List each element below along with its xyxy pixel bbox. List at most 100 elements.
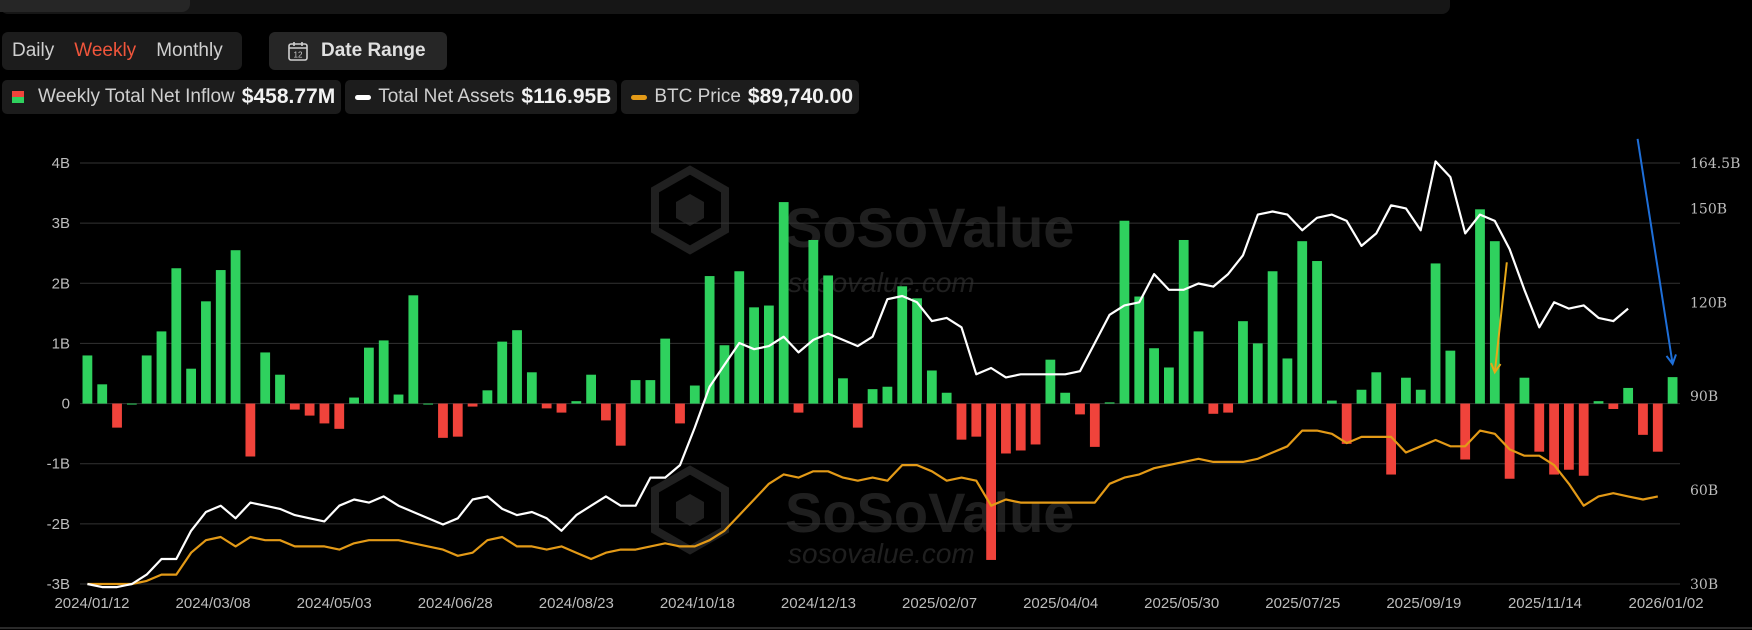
inflow-bar (601, 403, 611, 421)
btc-price-line (87, 429, 1659, 586)
legend-item-net-assets[interactable]: Total Net Assets $116.95B (345, 80, 618, 114)
inflow-bar (541, 403, 552, 409)
inflow-bar (1593, 401, 1604, 404)
orange-arrow-annotation (1490, 262, 1508, 375)
y-left-tick-label: 0 (62, 396, 70, 413)
period-selector: Daily Weekly Monthly (2, 32, 242, 70)
inflow-bar (1178, 239, 1189, 404)
inflow-bar (260, 352, 271, 404)
x-tick-label: 2025/07/25 (1265, 595, 1340, 612)
legend-label: Weekly Total Net Inflow (38, 86, 235, 107)
inflow-bar (630, 380, 641, 404)
legend-value: $458.77M (241, 85, 336, 108)
sosovalue-logo-icon (651, 465, 729, 555)
inflow-bar (1652, 403, 1663, 452)
inflow-bar (482, 390, 493, 404)
inflow-bar (408, 295, 419, 404)
inflow-bar (1460, 403, 1471, 460)
y-right-tick-label: 120B (1690, 295, 1727, 311)
inflow-bar (245, 403, 256, 457)
inflow-bar (1045, 359, 1056, 404)
line-swatch-icon (631, 94, 648, 100)
blue-arrow-annotation (1636, 138, 1677, 366)
inflow-bar (1430, 263, 1441, 404)
x-tick-label: 2024/06/28 (418, 595, 493, 612)
inflow-bar (1564, 403, 1574, 470)
inflow-bar (497, 341, 508, 404)
inflow-bar (882, 386, 893, 404)
x-tick-label: 2025/04/04 (1023, 595, 1098, 612)
inflow-bar (423, 403, 434, 405)
inflow-bar (452, 403, 463, 437)
inflow-bar (275, 374, 285, 404)
inflow-bar (1223, 403, 1234, 413)
watermark-brand: SoSoValue (785, 196, 1074, 259)
inflow-bar (1549, 403, 1559, 475)
watermark-brand: SoSoValue (785, 481, 1074, 544)
inflow-bar (1489, 241, 1500, 404)
inflow-bar (852, 403, 863, 428)
legend: Weekly Total Net Inflow $458.77M Total N… (2, 80, 860, 114)
inflow-bar (556, 403, 567, 413)
inflow-bar (1164, 367, 1174, 404)
inflow-bar (512, 330, 522, 404)
top-bar (0, 0, 1450, 14)
legend-value: $89,740.00 (747, 85, 854, 108)
inflow-bar (82, 355, 93, 404)
inflow-bar (1638, 403, 1648, 435)
inflow-bar (319, 403, 330, 424)
inflow-bar (1386, 403, 1396, 475)
inflow-bar (1238, 321, 1248, 404)
legend-label: BTC Price (654, 86, 741, 107)
inflow-bar (675, 403, 685, 424)
watermark: SoSoValue sosovalue.com SoSoValue sosova… (651, 165, 1074, 569)
inflow-bar (956, 403, 967, 440)
inflow-bar (1415, 389, 1426, 404)
inflow-bar (126, 403, 137, 405)
inflow-bar (1297, 241, 1308, 404)
inflow-bar (986, 403, 996, 560)
inflow-bar (378, 340, 389, 404)
legend-item-btc-price[interactable]: BTC Price $89,740.00 (621, 80, 860, 114)
inflow-bar (1401, 377, 1411, 404)
watermark-url: sosovalue.com (788, 267, 975, 298)
legend-item-net-inflow[interactable]: Weekly Total Net Inflow $458.77M (2, 80, 342, 114)
inflow-bar (215, 270, 226, 404)
x-tick-label: 2025/11/14 (1508, 595, 1582, 612)
y-right-tick-label: 60B (1690, 483, 1718, 499)
inflow-bar (1075, 403, 1085, 415)
inflow-bar (349, 397, 359, 404)
inflow-bar (571, 401, 582, 404)
inflow-bar (1475, 209, 1485, 404)
y-right-tick-label: 90B (1690, 389, 1718, 405)
inflow-bar (586, 374, 596, 404)
inflow-bar (438, 403, 448, 438)
period-daily-button[interactable]: Daily (12, 40, 55, 61)
inflow-bar (393, 394, 404, 404)
x-tick-label: 2024/05/03 (297, 595, 372, 612)
arrow-shaft (1636, 138, 1674, 365)
inflow-bar (289, 403, 300, 410)
inflow-bar (823, 275, 834, 404)
y-left-tick-label: 2B (52, 275, 70, 292)
inflow-bar (171, 268, 182, 404)
top-bar-tab[interactable] (0, 0, 190, 12)
period-monthly-button[interactable]: Monthly (156, 40, 223, 61)
net-assets-line (87, 160, 1629, 589)
date-range-button[interactable]: 12 Date Range (269, 32, 447, 70)
inflow-bar (1667, 377, 1678, 404)
y-left-tick-label: 1B (52, 335, 70, 352)
inflow-bar (201, 301, 211, 404)
period-weekly-button[interactable]: Weekly (74, 40, 137, 61)
inflow-bar (1252, 343, 1263, 404)
inflow-bar (1208, 403, 1219, 414)
inflow-bar (156, 331, 167, 404)
inflow-bar (1015, 403, 1026, 451)
arrow-head (1665, 354, 1677, 366)
inflow-bar (867, 389, 878, 404)
inflow-bar (764, 305, 774, 404)
inflow-bar (645, 380, 656, 404)
inflow-bar (1623, 387, 1634, 404)
y-left-tick-label: -1B (47, 456, 70, 473)
watermark-url: sosovalue.com (788, 538, 975, 569)
